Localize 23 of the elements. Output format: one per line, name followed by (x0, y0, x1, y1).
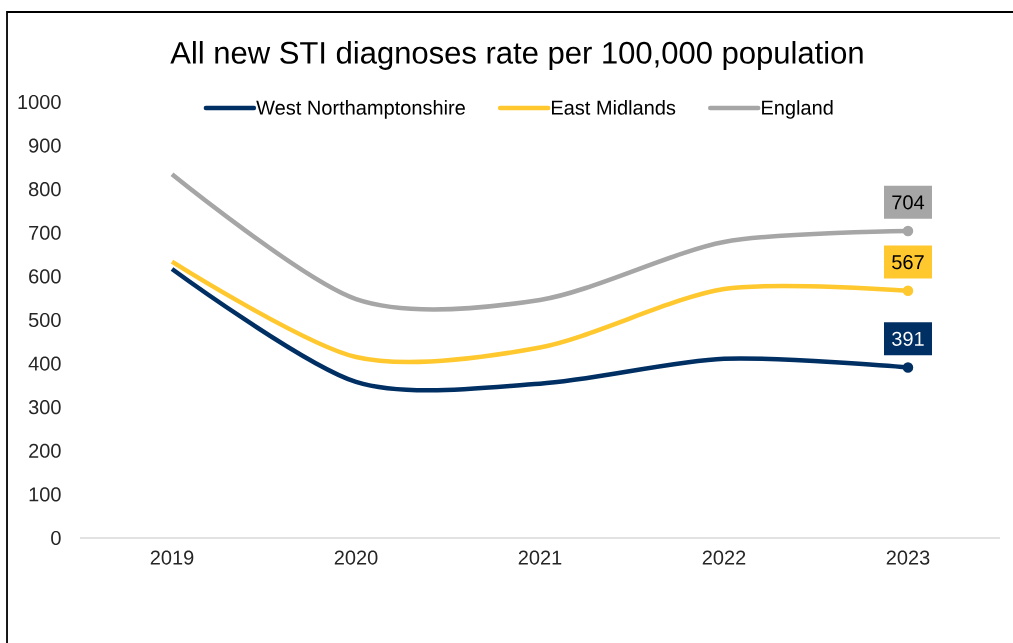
y-tick-label: 300 (28, 400, 61, 415)
x-tick-label: 2023 (886, 550, 930, 565)
y-tick-label: 900 (29, 138, 61, 153)
x-tick-label: 2022 (702, 550, 746, 565)
data-label: 391 (892, 331, 924, 346)
x-tick-label: 2020 (334, 550, 378, 565)
y-tick-label: 100 (29, 487, 61, 502)
y-tick-label: 200 (29, 443, 61, 458)
y-tick-label: 600 (29, 269, 61, 284)
y-tick-label: 700 (29, 225, 61, 240)
chart-title: All new STI diagnoses rate per 100,000 population (170, 41, 863, 70)
legend-label: West Northamptonshire (256, 100, 465, 119)
y-tick-label: 500 (28, 312, 61, 328)
y-tick-label: 400 (28, 356, 61, 371)
data-label: 567 (892, 255, 924, 270)
x-tick-label: 2019 (150, 550, 194, 565)
legend-label: East Midlands (552, 100, 676, 115)
x-tick-label: 2021 (518, 550, 562, 565)
legend-label: England (762, 100, 833, 119)
y-tick-label: 1000 (18, 94, 61, 110)
y-tick-label: 800 (28, 182, 61, 197)
data-label: 704 (892, 195, 925, 210)
y-tick-label: 0 (51, 530, 61, 546)
